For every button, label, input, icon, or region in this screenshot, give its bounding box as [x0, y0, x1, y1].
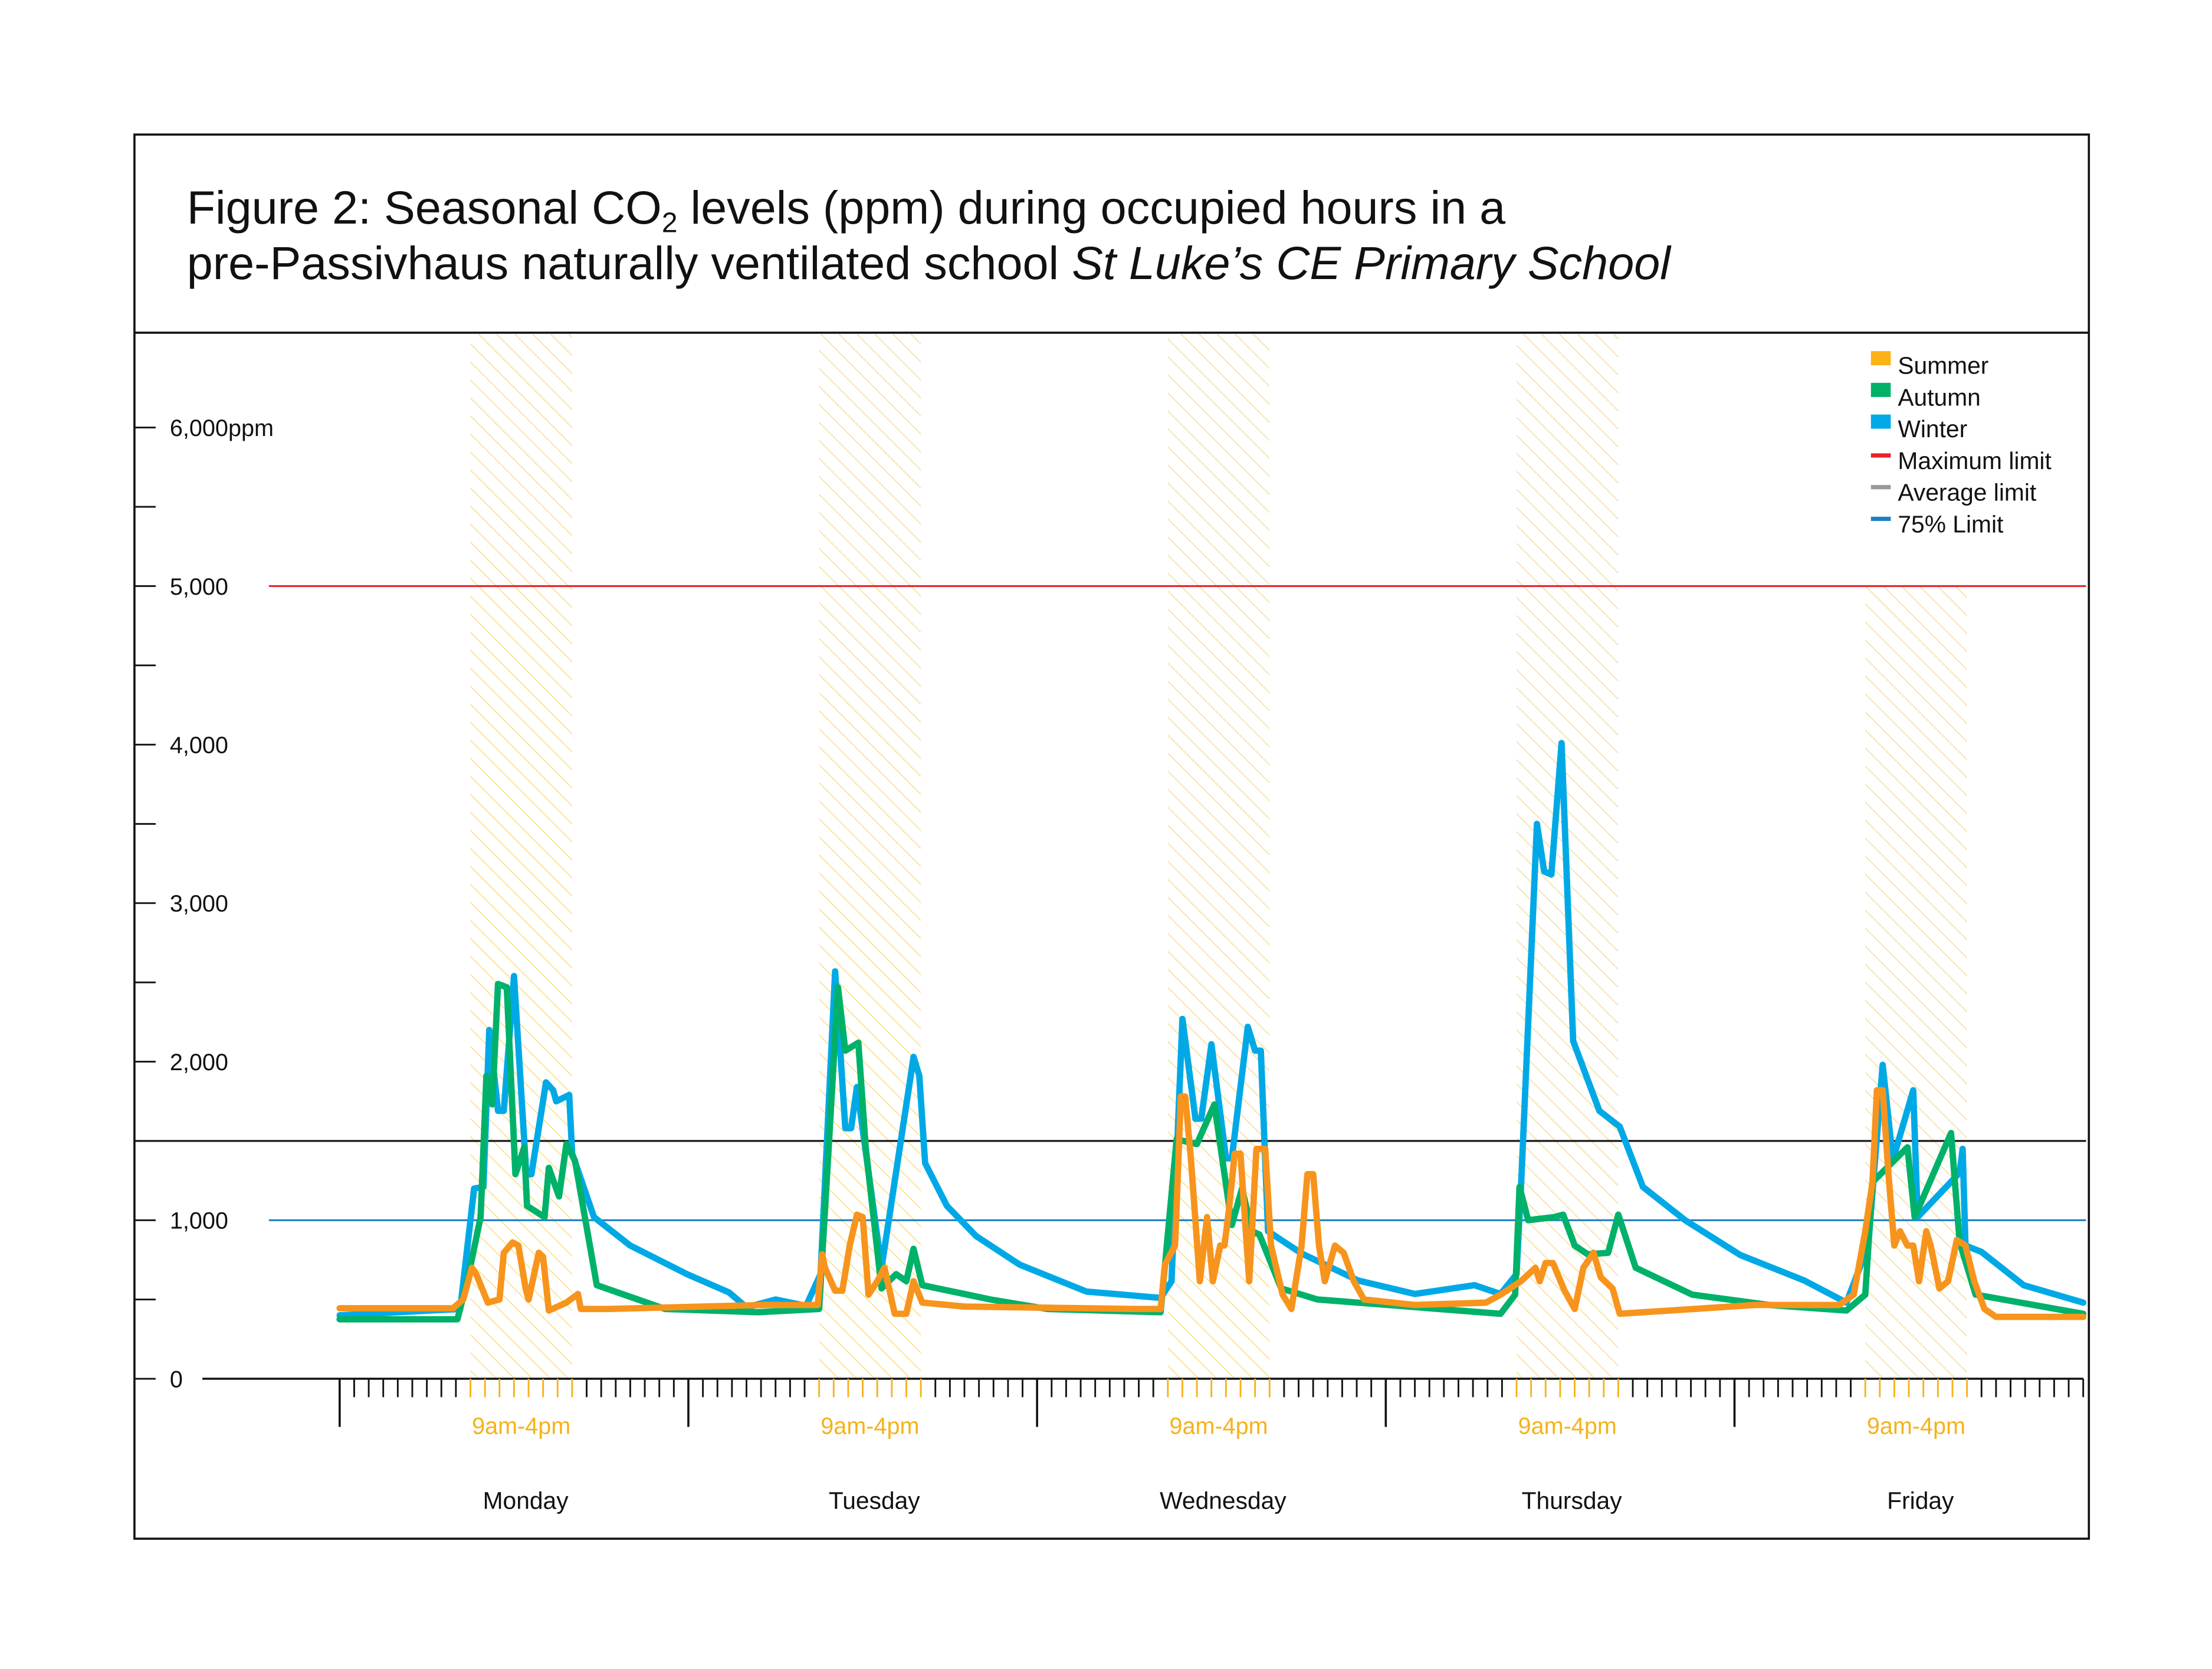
legend-swatch-autumn: [1870, 382, 1891, 397]
occupied-band-tuesday: [819, 334, 921, 1379]
day-label-tuesday: Tuesday: [829, 1487, 920, 1514]
occupied-band-monday: [470, 334, 572, 1379]
legend-label: 75% Limit: [1898, 510, 2004, 537]
y-axis: 0 1,000 2,000 3,000 4,000 5,000 6,000ppm: [134, 415, 274, 1392]
legend-swatch-summer: [1870, 351, 1891, 366]
legend-label: Maximum limit: [1898, 447, 2052, 474]
series-lines: [336, 740, 2087, 1323]
legend-label: Autumn: [1898, 383, 1981, 411]
y-tick-label: 1,000: [170, 1208, 228, 1234]
legend-swatch-75-limit: [1870, 516, 1891, 522]
legend-swatch-winter: [1870, 414, 1891, 429]
day-label-friday: Friday: [1887, 1487, 1954, 1514]
day-label-thursday: Thursday: [1522, 1487, 1623, 1514]
legend: Summer Autumn Winter Maximum limit Average l…: [1870, 351, 2052, 537]
day-label-monday: Monday: [483, 1487, 569, 1514]
y-tick-label: 0: [170, 1366, 183, 1392]
y-tick-label: 2,000: [170, 1050, 228, 1075]
series-line-winter: [336, 740, 2087, 1319]
legend-label: Average limit: [1898, 479, 2037, 506]
legend-label: Winter: [1898, 415, 1967, 442]
occupied-hours-bands: [470, 334, 1967, 1379]
occupied-hours-label: 9am-4pm: [1518, 1414, 1617, 1440]
occupied-hours-label: 9am-4pm: [1867, 1414, 1965, 1440]
series-line-summer: [336, 1087, 2087, 1320]
frame: [133, 133, 2090, 1540]
legend-label: Summer: [1898, 352, 1988, 379]
y-tick-label: 5,000: [170, 574, 228, 600]
legend-swatch-maximum-limit: [1870, 453, 1891, 458]
occupied-hours-label: 9am-4pm: [821, 1414, 919, 1440]
y-tick-label: 6,000ppm: [170, 415, 274, 441]
y-tick-label: 3,000: [170, 891, 228, 917]
chart-title-line2: pre-Passivhaus naturally ventilated scho…: [187, 237, 1672, 289]
legend-swatch-average-limit: [1870, 485, 1891, 490]
x-axis: 9am-4pm Monday 9am-4pm Tuesday 9am-4pm Wednes…: [339, 1379, 2085, 1514]
y-tick-label: 4,000: [170, 733, 228, 759]
day-label-wednesday: Wednesday: [1160, 1487, 1286, 1514]
occupied-hours-label: 9am-4pm: [1169, 1414, 1268, 1440]
chart-title-line1: Figure 2: Seasonal CO2 levels (ppm) duri…: [187, 181, 1506, 238]
occupied-hours-label: 9am-4pm: [472, 1414, 570, 1440]
